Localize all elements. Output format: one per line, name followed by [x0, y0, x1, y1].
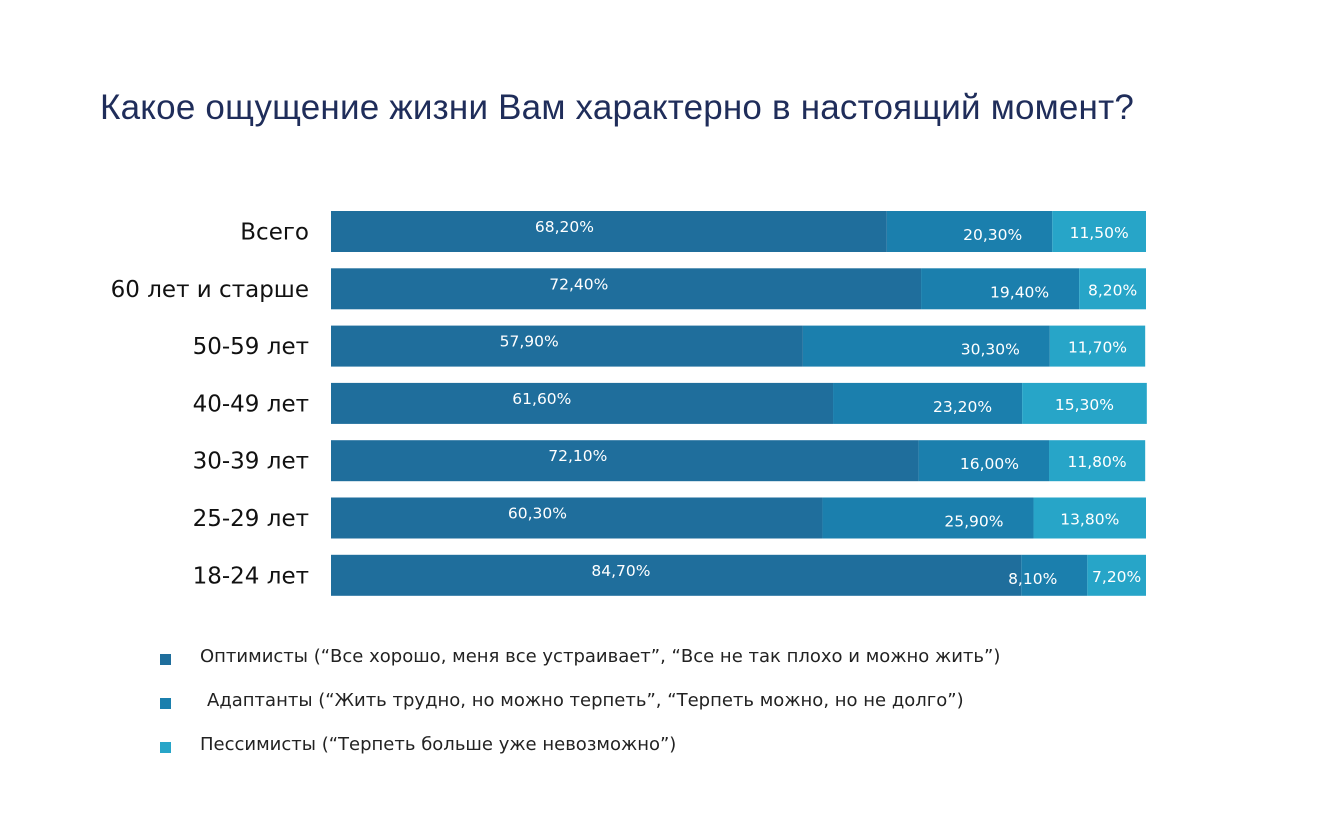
data-label-s1-cat-4: 16,00% [960, 455, 1019, 473]
bar-segment-s1-cat-2 [802, 325, 1050, 367]
legend-label-optimists: Оптимисты (“Все хорошо, меня все устраив… [200, 646, 1001, 667]
bar-segment-s2-cat-2 [1049, 325, 1146, 367]
category-label: 25-29 лет [193, 506, 309, 532]
data-label-s0-cat-2: 57,90% [500, 333, 559, 351]
chart-title: Какое ощущение жизни Вам характерно в на… [100, 88, 1134, 127]
bar-segment-s0-cat-6 [331, 554, 1022, 596]
bar-segment-s1-cat-1 [921, 268, 1080, 310]
legend-swatch-pessimists [160, 742, 171, 753]
data-label-s2-cat-1: 8,20% [1088, 281, 1137, 299]
bar-segment-s0-cat-3 [331, 382, 834, 424]
data-label-s2-cat-4: 11,80% [1068, 453, 1127, 471]
data-label-s0-cat-3: 61,60% [512, 390, 571, 408]
data-label-s0-cat-4: 72,10% [548, 447, 607, 465]
category-label: 30-39 лет [193, 449, 309, 475]
category-label: 50-59 лет [193, 334, 309, 360]
legend-label-pessimists: Пессимисты (“Терпеть больше уже невозмож… [200, 734, 677, 755]
category-label: 40-49 лет [193, 391, 309, 417]
data-label-s1-cat-2: 30,30% [961, 341, 1020, 359]
bar-segment-s2-cat-1 [1079, 268, 1146, 310]
bar-segment-s0-cat-0 [331, 211, 887, 252]
data-label-s1-cat-1: 19,40% [990, 283, 1049, 301]
data-label-s1-cat-0: 20,30% [963, 226, 1022, 244]
bar-segment-s1-cat-4 [918, 440, 1050, 482]
data-label-s0-cat-6: 84,70% [591, 562, 650, 580]
data-label-s0-cat-5: 60,30% [508, 505, 567, 523]
legend-swatch-optimists [160, 654, 171, 665]
data-label-s1-cat-3: 23,20% [933, 398, 992, 416]
data-label-s0-cat-0: 68,20% [535, 218, 594, 236]
bar-segment-s2-cat-0 [1052, 211, 1146, 252]
bar-segment-s1-cat-3 [833, 382, 1023, 424]
bar-segment-s1-cat-5 [822, 497, 1034, 539]
bar-segment-s0-cat-2 [331, 325, 803, 367]
bar-segment-s1-cat-0 [886, 211, 1053, 252]
data-label-s2-cat-3: 15,30% [1055, 396, 1114, 414]
data-label-s2-cat-0: 11,50% [1070, 224, 1129, 242]
legend-swatch-adaptants [160, 698, 171, 709]
stacked-bar-chart: Всего 68,20% 20,30% 11,50% 60 лет и старше 72… [111, 211, 1147, 596]
bar-segment-s2-cat-3 [1022, 382, 1147, 424]
data-label-s2-cat-2: 11,70% [1068, 339, 1127, 357]
category-label: 60 лет и старше [111, 277, 309, 303]
bar-segment-s2-cat-6 [1087, 554, 1146, 596]
data-label-s2-cat-5: 13,80% [1060, 511, 1119, 529]
category-label: 18-24 лет [193, 563, 309, 589]
data-label-s2-cat-6: 7,20% [1092, 568, 1141, 586]
bar-segment-s0-cat-4 [331, 440, 919, 482]
bar-segment-s0-cat-5 [331, 497, 823, 539]
data-label-s0-cat-1: 72,40% [549, 275, 608, 293]
data-label-s1-cat-5: 25,90% [944, 513, 1003, 531]
bar-segment-s1-cat-6 [1021, 554, 1088, 596]
bar-segment-s0-cat-1 [331, 268, 922, 310]
legend-label-adaptants: Адаптанты (“Жить трудно, но можно терпет… [207, 690, 964, 711]
bar-segment-s2-cat-5 [1033, 497, 1146, 539]
data-label-s1-cat-6: 8,10% [1008, 570, 1057, 588]
bar-segment-s2-cat-4 [1049, 440, 1146, 482]
category-label: Всего [240, 220, 309, 246]
